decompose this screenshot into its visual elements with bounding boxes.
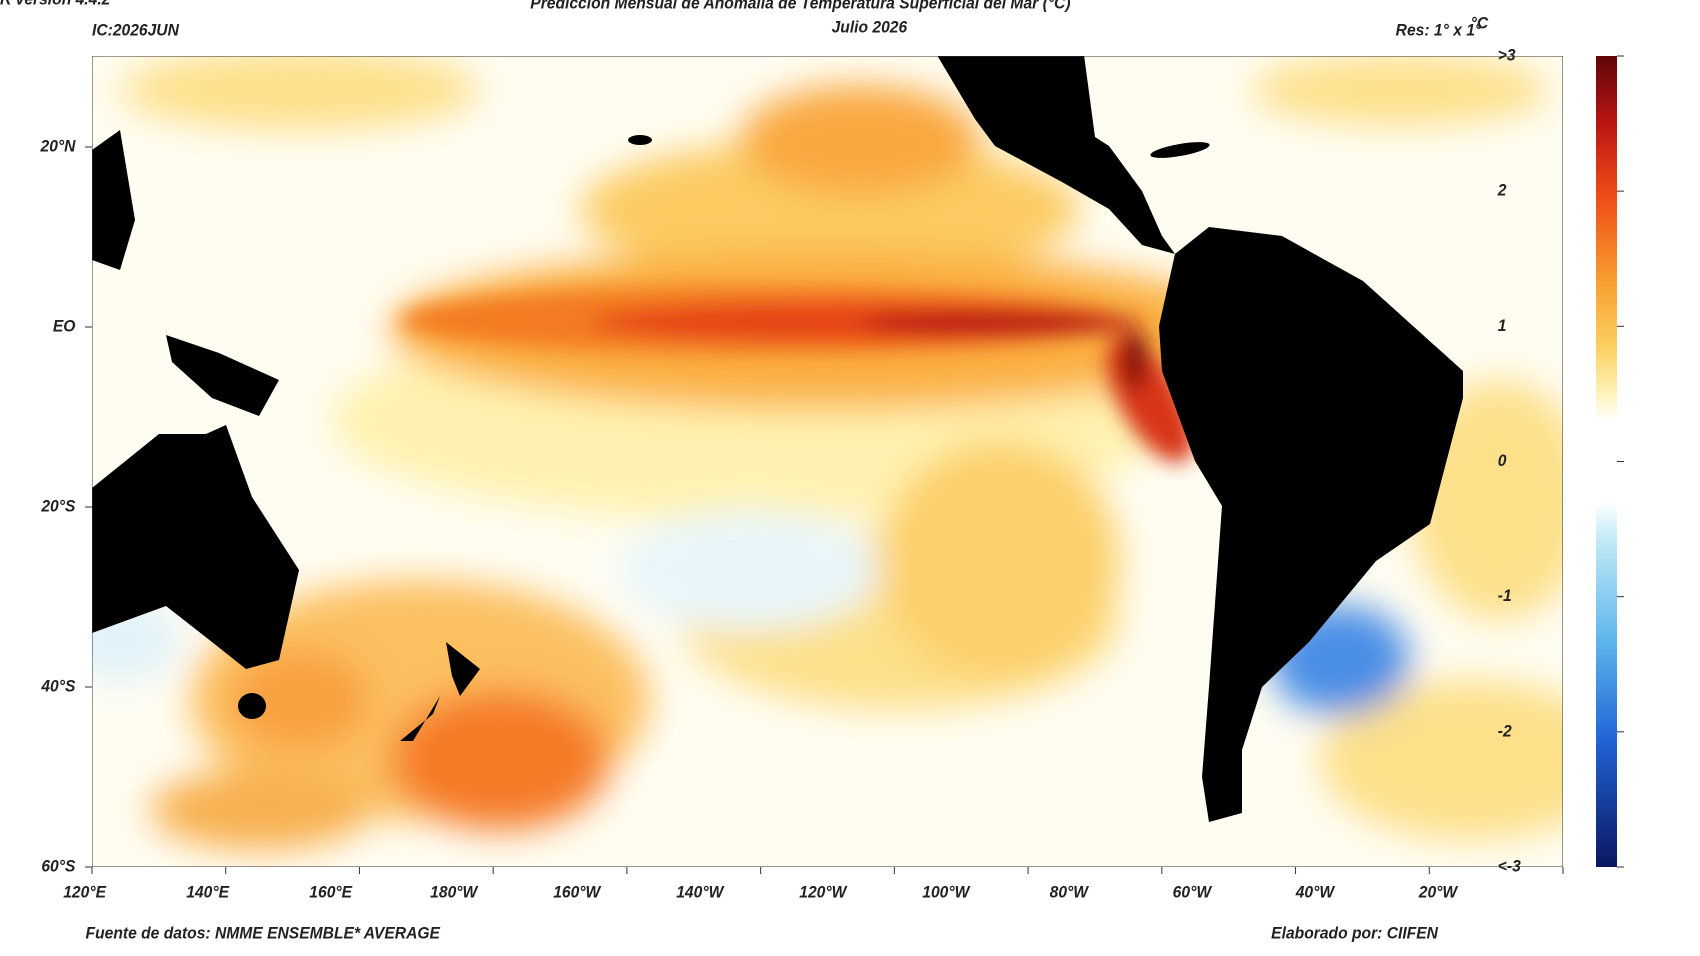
lon-label: 160°E	[309, 883, 353, 902]
lon-label: 120°W	[799, 883, 848, 902]
colorbar-unit: °C	[1471, 14, 1489, 33]
colorbar-label: 0	[1498, 451, 1507, 470]
colorbar-label: >3	[1498, 46, 1516, 65]
version: R version 4.4.2	[0, 0, 110, 9]
colorbar-label: -2	[1498, 722, 1512, 741]
colorbar-label: <-3	[1498, 857, 1521, 876]
lon-label: 120°E	[63, 883, 107, 902]
lon-label: 80°W	[1050, 883, 1090, 902]
lon-label: 20°W	[1418, 883, 1459, 902]
lon-label: 160°W	[553, 883, 602, 902]
colorbar-label: -1	[1498, 587, 1512, 606]
lat-label: EO	[53, 317, 76, 336]
footer: Fuente de datos: NMME ENSEMBLE* AVERAGE …	[0, 0, 1439, 943]
title: Predicción Mensual de Anomalía de Temper…	[530, 0, 1070, 13]
lon-label: 180°W	[430, 883, 479, 902]
initial-condition: IC:2026JUN	[92, 21, 180, 40]
lon-label: 40°W	[1295, 883, 1336, 902]
lat-label: 20°S	[40, 497, 75, 516]
map	[92, 56, 1563, 867]
land	[92, 56, 1463, 822]
source: Fuente de datos: NMME ENSEMBLE* AVERAGE	[86, 924, 441, 943]
colorbar: °C >3 2 1 0 -1 -2 <-3	[1471, 14, 1624, 876]
lon-labels: 120°E 140°E 160°E 180°W 160°W 140°W 120°W 100°W…	[63, 867, 1564, 902]
resolution: Res: 1° x 1°	[1396, 21, 1482, 40]
subtitle: Julio 2026	[832, 18, 908, 37]
lon-label: 140°E	[186, 883, 230, 902]
lat-label: 60°S	[41, 857, 75, 876]
lat-label: 40°S	[40, 677, 75, 696]
colorbar-scale	[1596, 56, 1617, 867]
lat-label: 20°N	[40, 137, 77, 156]
colorbar-label: 2	[1497, 181, 1507, 200]
credit: Elaborado por: CIIFEN	[1271, 924, 1439, 943]
header: Predicción Mensual de Anomalía de Temper…	[92, 0, 1482, 40]
lon-label: 140°W	[676, 883, 725, 902]
lon-label: 100°W	[922, 883, 971, 902]
lat-labels: 20°N EO 20°S 40°S 60°S	[40, 137, 92, 876]
lon-label: 60°W	[1173, 883, 1213, 902]
colorbar-label: 1	[1498, 316, 1507, 335]
